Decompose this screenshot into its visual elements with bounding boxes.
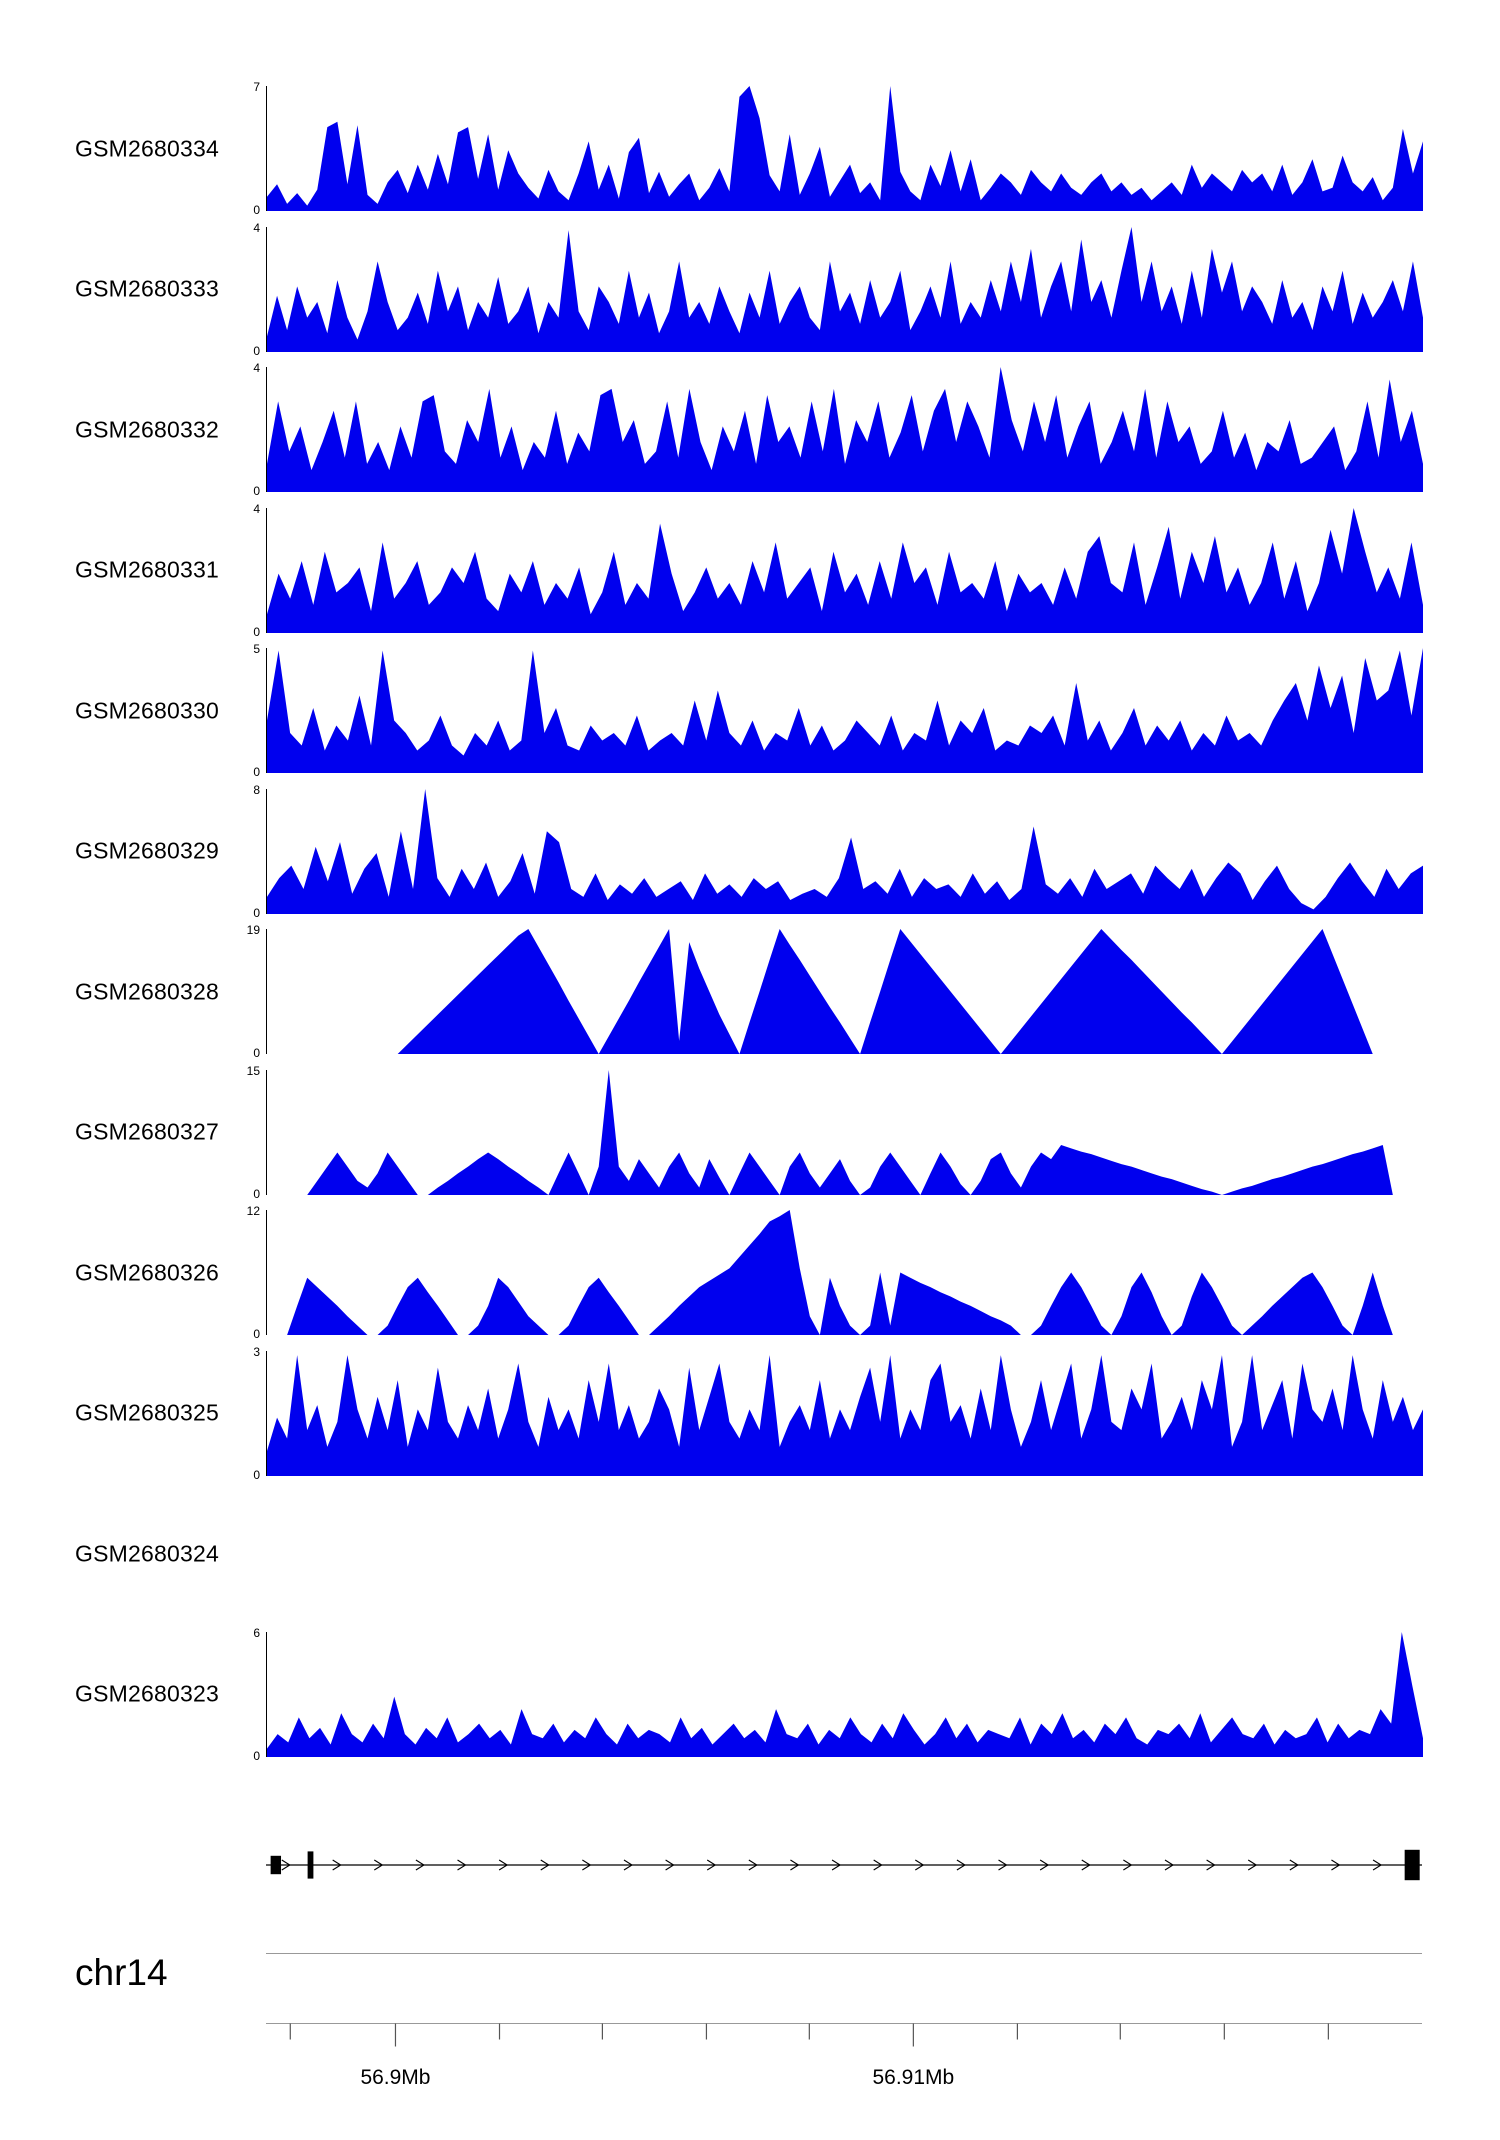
track-label: GSM2680326: [75, 1259, 219, 1285]
track-label: GSM2680329: [75, 837, 219, 864]
track-label: GSM2680332: [75, 416, 219, 442]
track-row: GSM2680333 4 0: [0, 222, 1500, 357]
y-axis-min-label: 0: [253, 1186, 260, 1201]
track-plot-area: 4 0: [253, 362, 1423, 497]
y-axis-min-label: 0: [253, 343, 260, 358]
y-axis-max-label: 4: [253, 361, 260, 375]
y-axis-max-label: 4: [253, 501, 260, 516]
y-axis-max-label: 15: [246, 1063, 260, 1078]
coverage-plot: [267, 1631, 1423, 1757]
track-label: GSM2680327: [75, 1118, 219, 1145]
y-axis-max-label: 6: [253, 1625, 260, 1640]
track-label: GSM2680328: [75, 978, 219, 1004]
y-axis-max-label: 3: [253, 1344, 260, 1359]
coverage-plot: [267, 367, 1423, 492]
coordinate-ruler: 56.9Mb 56.91Mb: [266, 2023, 1422, 2089]
coverage-plot: [267, 1210, 1423, 1335]
track-row: GSM2680329 8 0: [0, 784, 1500, 919]
track-plot-area: 19 0: [247, 924, 1423, 1059]
coverage-plot: [267, 1069, 1423, 1195]
y-axis-max-label: 19: [246, 923, 260, 937]
track-plot-area: 7 0: [253, 81, 1423, 216]
axis-tick-label: 56.9Mb: [360, 2066, 430, 2089]
track-label: GSM2680325: [75, 1399, 219, 1426]
track-label: GSM2680330: [75, 697, 219, 723]
y-axis-min-label: 0: [253, 203, 260, 217]
y-axis-min-label: 0: [253, 624, 260, 639]
y-axis-max-label: 12: [246, 1204, 260, 1218]
track-row: GSM2680325 3 0: [0, 1346, 1500, 1481]
y-axis-max-label: 4: [253, 220, 260, 235]
y-axis-min-label: 0: [253, 484, 260, 498]
track-label: GSM2680324: [75, 1540, 219, 1566]
track-row: GSM2680330 5 0: [0, 643, 1500, 778]
coverage-plot: [267, 226, 1423, 352]
track-plot-area: 4 0: [253, 503, 1423, 638]
track-row: GSM2680328 19 0: [0, 924, 1500, 1059]
coverage-plot: [267, 648, 1423, 773]
axis-separator-line: [266, 1953, 1422, 1954]
gene-model-track: [266, 1849, 1422, 1881]
track-row: GSM2680331 4 0: [0, 503, 1500, 638]
track-label: GSM2680334: [75, 135, 219, 161]
track-row: GSM2680323 6 0: [0, 1627, 1500, 1762]
y-axis-min-label: 0: [253, 1748, 260, 1763]
track-row: GSM2680324: [0, 1491, 1500, 1616]
y-axis-max-label: 5: [253, 642, 260, 656]
y-axis-max-label: 7: [253, 80, 260, 94]
track-row: GSM2680332 4 0: [0, 362, 1500, 497]
track-plot-area: 12 0: [247, 1205, 1423, 1340]
track-plot-area: 5 0: [253, 643, 1423, 778]
track-row: GSM2680334 7 0: [0, 81, 1500, 216]
y-axis-min-label: 0: [253, 905, 260, 920]
track-plot-area: 4 0: [253, 222, 1423, 357]
axis-tick-label: 56.91Mb: [872, 2066, 954, 2089]
coverage-plot: [267, 1354, 1423, 1476]
chromosome-label: chr14: [75, 1952, 168, 1993]
track-label: GSM2680323: [75, 1680, 219, 1707]
track-row: GSM2680327 15 0: [0, 1065, 1500, 1200]
track-plot-area: 3 0: [253, 1346, 1423, 1481]
track-plot-area: 15 0: [247, 1065, 1423, 1200]
y-axis-max-label: 8: [253, 782, 260, 797]
y-axis-min-label: 0: [253, 1467, 260, 1482]
track-plot-area: 8 0: [253, 784, 1423, 919]
track-row: GSM2680326 12 0: [0, 1205, 1500, 1340]
coverage-plot: [267, 86, 1423, 211]
track-plot-area: 6 0: [253, 1627, 1423, 1762]
y-axis-min-label: 0: [253, 765, 260, 779]
coverage-plot: [267, 507, 1423, 633]
track-label: GSM2680331: [75, 556, 219, 583]
y-axis-min-label: 0: [253, 1046, 260, 1060]
y-axis-min-label: 0: [253, 1327, 260, 1341]
coverage-plot: [267, 788, 1423, 914]
track-label: GSM2680333: [75, 275, 219, 302]
coverage-plot: [267, 929, 1423, 1054]
